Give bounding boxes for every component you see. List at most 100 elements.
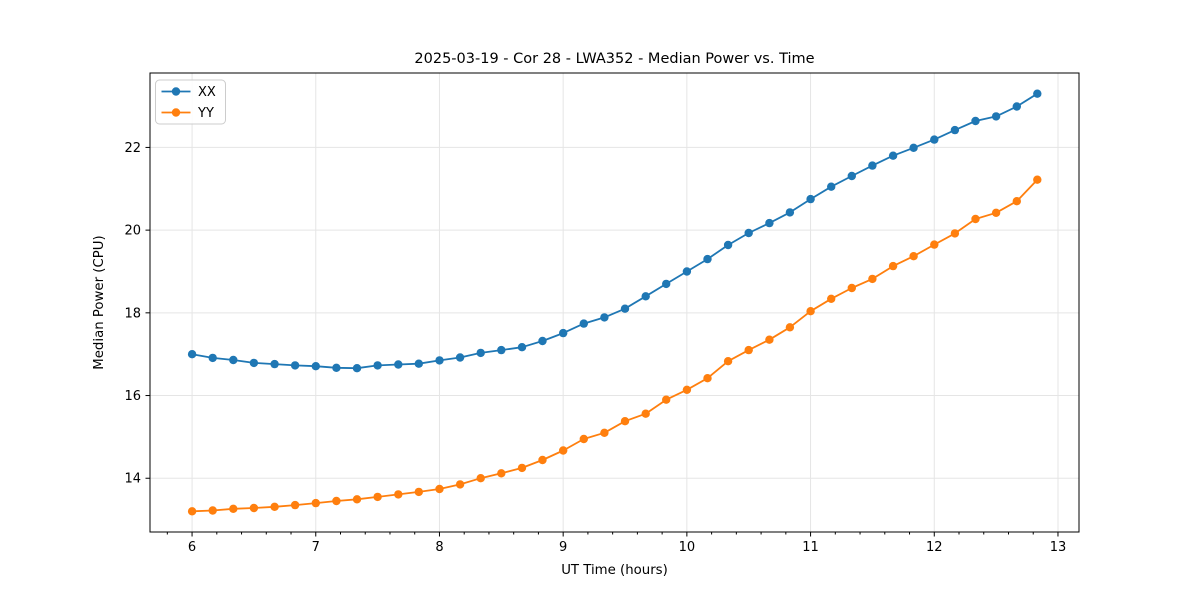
y-tick-label: 14	[124, 472, 141, 487]
series-yy-marker	[744, 345, 753, 355]
series-yy-marker	[600, 428, 609, 437]
series-xx-marker	[765, 218, 774, 228]
series-xx-marker	[682, 267, 692, 276]
series-xx-marker	[352, 364, 362, 373]
series-xx-marker	[187, 350, 197, 359]
series-layer	[187, 89, 1042, 516]
series-yy-marker	[208, 506, 217, 515]
x-axis-label: UT Time (hours)	[561, 563, 668, 578]
series-xx-marker	[991, 112, 1001, 121]
x-tick-label: 9	[559, 540, 567, 555]
series-yy-marker	[249, 503, 259, 513]
x-tick-label: 10	[679, 540, 696, 555]
series-yy-marker	[662, 395, 671, 404]
series-yy-marker	[682, 385, 692, 394]
series-xx-marker	[785, 208, 795, 217]
series-xx-marker	[909, 143, 918, 152]
series-xx-marker	[1033, 89, 1042, 98]
series-xx-marker	[806, 194, 815, 204]
series-xx-marker	[1012, 102, 1021, 111]
chart-title: 2025-03-19 - Cor 28 - LWA352 - Median Po…	[414, 51, 814, 67]
series-xx-marker	[723, 240, 733, 250]
series-xx-marker	[579, 319, 588, 328]
series-yy-marker	[270, 502, 279, 511]
series-yy-marker	[785, 323, 795, 332]
x-tick-label: 8	[435, 540, 443, 555]
series-yy-marker	[909, 252, 918, 261]
series-xx-marker	[930, 135, 939, 144]
series-yy-marker	[311, 498, 320, 508]
legend-label-yy: YY	[197, 106, 214, 121]
legend-item-xx: XX	[161, 85, 216, 100]
series-yy-marker	[373, 492, 382, 502]
series-xx-marker	[600, 313, 609, 322]
series-xx-marker	[950, 125, 960, 135]
y-tick-label: 18	[124, 306, 141, 321]
legend-marker-sample-yy	[171, 108, 181, 117]
series-xx-marker	[229, 355, 238, 365]
series-yy-marker	[991, 208, 1001, 217]
series-xx-marker	[847, 171, 856, 181]
series-yy-marker	[455, 480, 465, 489]
series-yy-marker	[950, 229, 960, 238]
series-yy-marker	[497, 469, 506, 478]
series-yy-marker	[723, 357, 733, 366]
series-yy-marker	[538, 455, 547, 465]
series-yy-marker	[765, 335, 774, 344]
series-xx-marker	[270, 359, 279, 369]
series-yy-marker	[1012, 197, 1021, 206]
series-xx-marker	[290, 361, 300, 370]
series-yy-marker	[703, 374, 712, 383]
gridlines	[150, 73, 1079, 532]
series-xx-marker	[868, 161, 877, 170]
series-xx-marker	[559, 328, 568, 338]
series-xx-marker	[538, 336, 547, 346]
series-yy-marker	[559, 446, 568, 455]
y-tick-label: 22	[124, 141, 141, 156]
series-xx-marker	[888, 151, 898, 160]
series-xx-marker	[455, 353, 465, 362]
series-xx-marker	[373, 361, 382, 370]
series-xx-marker	[208, 353, 217, 363]
series-xx-marker	[414, 359, 423, 368]
series-yy-marker	[332, 496, 341, 506]
x-tick-label: 7	[312, 540, 320, 555]
series-yy-marker	[930, 240, 939, 249]
series-xx-marker	[332, 363, 341, 372]
series-xx-marker	[641, 292, 650, 301]
series-xx-marker	[971, 116, 980, 126]
series-yy-marker	[394, 490, 403, 499]
series-yy-marker	[641, 409, 650, 418]
series-xx-marker	[249, 358, 259, 368]
series-xx-marker	[703, 254, 712, 264]
series-xx-marker	[476, 348, 485, 358]
series-xx-marker	[827, 182, 836, 191]
legend-label-xx: XX	[198, 85, 216, 100]
series-yy-marker	[847, 283, 856, 293]
series-yy-marker	[414, 487, 423, 497]
x-tick-label: 12	[926, 540, 943, 555]
series-yy-marker	[1033, 175, 1042, 184]
x-tick-label: 13	[1050, 540, 1067, 555]
series-yy-line	[191, 178, 1039, 513]
series-yy-marker	[868, 274, 877, 284]
series-xx-marker	[394, 360, 403, 369]
series-yy-marker	[806, 307, 815, 316]
series-xx-marker	[311, 362, 320, 371]
series-xx-line	[191, 92, 1039, 370]
series-yy-marker	[290, 500, 300, 510]
series-yy-marker	[888, 261, 898, 271]
series-yy-marker	[620, 417, 630, 426]
series-yy-marker	[352, 495, 362, 504]
series-xx-marker	[744, 228, 753, 238]
axis-ticks	[145, 146, 1059, 537]
y-tick-label: 20	[124, 224, 141, 239]
series-yy	[187, 175, 1042, 516]
series-xx-marker	[662, 279, 671, 289]
series-yy-marker	[435, 484, 444, 494]
series-xx-marker	[620, 304, 630, 313]
y-axis-label: Median Power (CPU)	[92, 235, 107, 369]
plot-border	[149, 72, 1080, 533]
